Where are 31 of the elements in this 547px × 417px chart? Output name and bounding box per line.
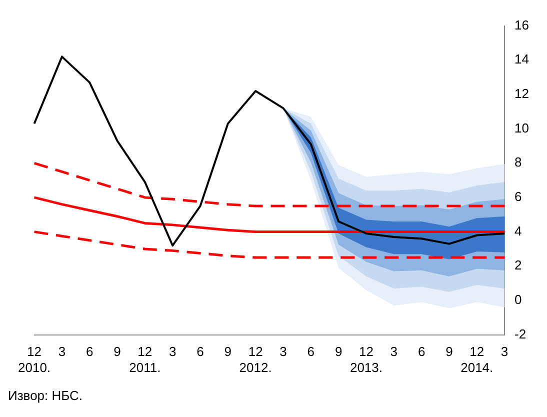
x-tick-label: 6 xyxy=(86,344,94,360)
x-tick-label: 12 2012. xyxy=(239,344,272,375)
x-tick-label: 12 2014. xyxy=(460,344,494,375)
x-tick-label: 6 xyxy=(307,344,315,360)
x-tick-label: 9 xyxy=(114,344,121,360)
line-series xyxy=(33,230,506,259)
x-tick-label: 3 xyxy=(280,344,287,360)
x-tick-label: 3 xyxy=(168,344,176,360)
x-tick-label: 12 2010. xyxy=(18,344,51,375)
x-tick-label: 9 xyxy=(224,344,232,360)
x-tick-label: 9 xyxy=(446,344,453,360)
text: Извор: НБС. xyxy=(8,388,84,403)
x-tick-label: 3 xyxy=(390,344,398,360)
x-tick-label: 6 xyxy=(196,344,204,360)
y-tick-label: 0 xyxy=(514,292,522,308)
y-tick-label: 6 xyxy=(514,189,522,204)
x-tick-label: 9 xyxy=(334,344,342,360)
x-tick-label: 3 xyxy=(500,344,508,360)
y-tick-label: 12 xyxy=(514,86,530,102)
x-tick-label: 12 2013. xyxy=(350,344,382,375)
y-tick-label: 16 xyxy=(514,17,530,32)
y-tick-label: 10 xyxy=(514,120,530,136)
x-tick-label: 3 xyxy=(58,344,66,360)
y-tick-label: 4 xyxy=(514,223,522,238)
y-tick-label: 14 xyxy=(514,52,530,67)
x-tick-label: 6 xyxy=(418,344,426,360)
y-tick-label: 2 xyxy=(514,258,522,273)
x-tick-label: 12 2011. xyxy=(129,344,161,375)
y-tick-label: 8 xyxy=(514,154,522,170)
y-tick-label: -2 xyxy=(514,326,526,342)
line-series xyxy=(33,162,506,208)
